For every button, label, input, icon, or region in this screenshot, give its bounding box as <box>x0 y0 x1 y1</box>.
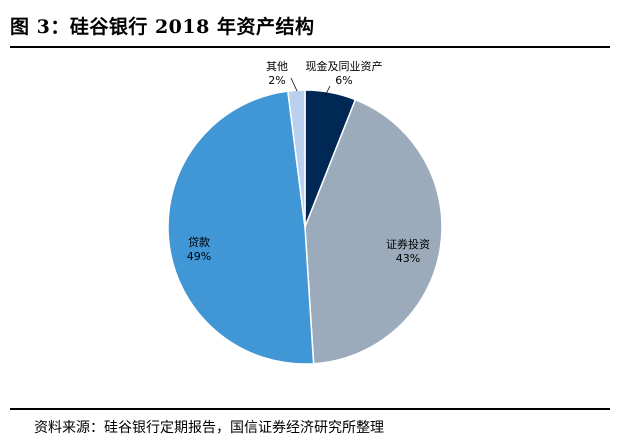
slice-name-label: 其他 <box>266 60 288 73</box>
chart-title: 图 3：硅谷银行 2018 年资产结构 <box>10 16 315 38</box>
slice-value-label: 43% <box>396 252 420 265</box>
source-divider <box>10 408 610 410</box>
pie-slice-3 <box>167 90 315 365</box>
pie-slice-2 <box>304 98 443 365</box>
slice-value-label: 6% <box>335 74 352 87</box>
leader-line-4 <box>290 77 298 92</box>
slice-name-label: 现金及同业资产 <box>306 59 383 73</box>
slice-value-label: 2% <box>268 74 285 87</box>
slice-value-label: 49% <box>187 250 211 263</box>
title-divider <box>10 46 610 48</box>
source-note: 资料来源：硅谷银行定期报告，国信证券经济研究所整理 <box>34 420 384 436</box>
slice-name-label: 贷款 <box>188 235 210 249</box>
slice-name-label: 证券投资 <box>386 237 430 251</box>
leader-line-1 <box>324 85 331 97</box>
